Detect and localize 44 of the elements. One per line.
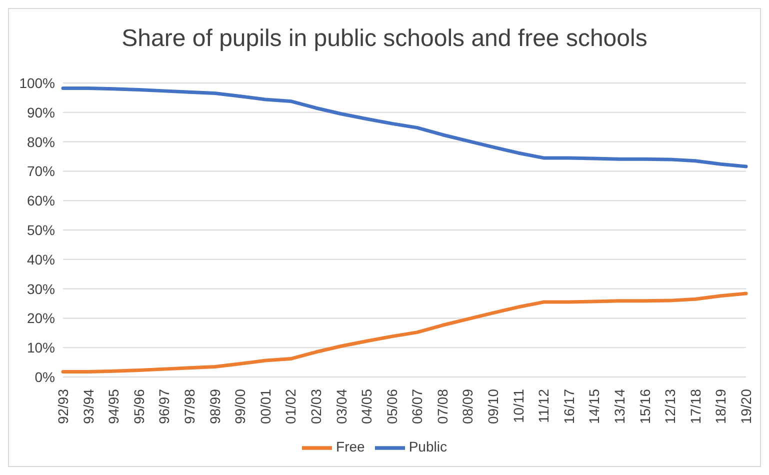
line-series <box>61 292 748 374</box>
x-tick-label: 94/95 <box>106 388 122 424</box>
x-tick-label: 14/15 <box>586 388 602 424</box>
x-tick-label: 97/98 <box>181 388 198 424</box>
x-tick-label: 12/13 <box>662 388 678 424</box>
y-tick-label: 20% <box>26 310 55 326</box>
x-tick-label: 95/96 <box>130 388 147 424</box>
y-tick-label: 100% <box>19 74 55 91</box>
x-tick-label: 10/11 <box>510 388 526 423</box>
y-tick-label: 90% <box>26 104 55 120</box>
x-tick-label: 98/99 <box>206 388 223 424</box>
legend-label: Free <box>336 438 365 455</box>
x-tick-label: 08/09 <box>460 388 476 424</box>
x-tick-label: 16/17 <box>560 388 577 424</box>
x-tick-label: 09/10 <box>485 388 502 424</box>
chart-title: Share of pupils in public schools and free schools <box>120 24 648 54</box>
legend-label: Public <box>408 438 447 455</box>
y-tick-label: 10% <box>26 340 55 356</box>
x-tick-label: 13/14 <box>612 388 628 424</box>
x-tick-label: 19/20 <box>738 388 754 424</box>
x-tick-label: 06/07 <box>409 388 426 424</box>
y-tick-label: 80% <box>26 134 55 150</box>
x-tick-label: 11/12 <box>536 388 552 423</box>
x-tick-label: 00/01 <box>257 388 274 424</box>
x-tick-label: 05/06 <box>384 388 400 424</box>
x-tick-label: 18/19 <box>712 388 729 424</box>
x-tick-label: 96/97 <box>156 388 172 424</box>
x-tick-label: 93/94 <box>80 388 96 424</box>
x-tick-label: 02/03 <box>308 388 324 424</box>
y-tick-label: 50% <box>26 222 55 238</box>
y-tick-label: 0% <box>34 368 55 385</box>
x-tick-label: 03/04 <box>333 388 350 424</box>
y-tick-label: 30% <box>26 280 55 297</box>
line-series <box>61 86 748 168</box>
x-tick-label: 17/18 <box>687 388 704 424</box>
x-tick-label: 01/02 <box>282 388 299 424</box>
y-tick-label: 60% <box>26 192 55 209</box>
x-tick-label: 07/08 <box>434 388 450 424</box>
x-tick-label: 04/05 <box>358 388 375 424</box>
y-tick-label: 40% <box>26 251 55 268</box>
x-tick-label: 92/93 <box>55 388 71 424</box>
x-tick-label: 99/00 <box>232 388 248 424</box>
y-tick-label: 70% <box>26 163 55 180</box>
x-tick-label: 15/16 <box>636 388 653 424</box>
